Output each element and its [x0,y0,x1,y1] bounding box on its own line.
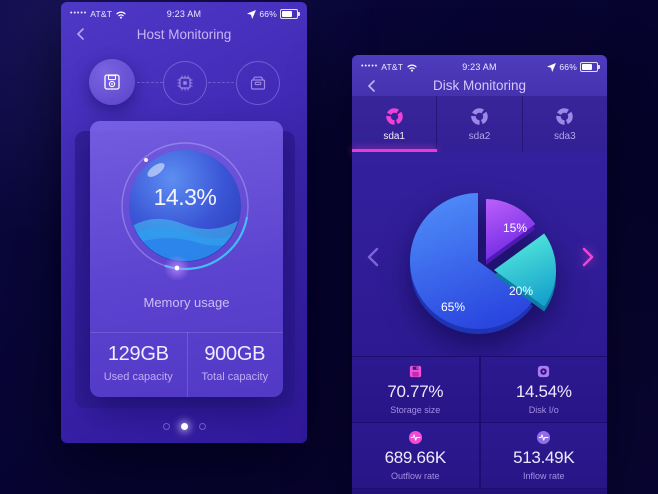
tab-label: sda2 [468,130,491,142]
tab-sda1[interactable]: sda1 [352,96,436,152]
inflow-rate-stat: 513.49K Inflow rate [480,423,607,488]
disk-monitoring-screen: ••••• AT&T 9:23 AM 66% [352,55,607,494]
archive-box-icon [250,76,266,90]
page-dot-3[interactable] [198,423,206,430]
used-capacity-value: 129GB [107,343,169,365]
page-dot-1[interactable] [162,423,170,430]
storage-size-stat: 70.77% Storage size [352,357,479,422]
page-indicator [61,423,307,430]
next-disk-button[interactable] [581,247,595,267]
step-connector [137,82,163,83]
inflow-pulse-icon [537,430,551,445]
cpu-icon [177,75,193,91]
disk-pie-chart: 15% 20% 65% [409,193,556,334]
disk-tabs: sda1 sda2 sda3 [352,96,607,152]
step-storage[interactable] [236,61,280,105]
wifi-icon [407,64,417,72]
previous-disk-button[interactable] [366,247,380,267]
section-divider [352,489,607,494]
disk-usage-chart-section: 15% 20% 65% [352,152,607,356]
signal-strength-icon: ••••• [361,62,379,70]
used-capacity-stat: 129GB Used capacity [90,343,187,383]
disk-drive-icon [538,365,550,378]
memory-usage-label: Memory usage [143,295,230,310]
wifi-icon [116,11,126,19]
carrier-label: AT&T [381,62,404,72]
battery-icon [280,9,300,19]
active-tab-underline [352,149,437,152]
memory-usage-value: 14.3% [153,184,217,210]
storage-size-value: 70.77% [387,382,444,401]
divider [90,332,283,333]
outflow-pulse-icon [408,430,422,445]
svg-text:20%: 20% [509,284,533,298]
total-capacity-stat: 900GB Total capacity [187,343,284,383]
disk-stats-grid: 70.77% Storage size 14.54% Disk I/o 689.… [352,356,607,494]
status-bar: ••••• AT&T 9:23 AM 66% [352,60,607,74]
header: ••••• AT&T 9:23 AM 66% [352,55,607,96]
inflow-rate-value: 513.49K [513,448,575,467]
step-connector [208,82,234,83]
outflow-rate-value: 689.66K [384,448,447,467]
tab-label: sda1 [383,130,405,142]
page-dot-2-active[interactable] [180,423,188,430]
total-capacity-value: 900GB [204,343,266,365]
inflow-rate-label: Inflow rate [522,471,565,481]
donut-chart-icon [471,107,488,125]
outflow-rate-label: Outflow rate [390,471,440,481]
monitor-step-nav [61,57,307,107]
host-monitoring-screen: ••••• AT&T 9:23 AM 66% Host [61,2,307,443]
signal-strength-icon: ••••• [70,9,88,17]
storage-size-label: Storage size [390,405,441,415]
floppy-disk-icon [409,365,421,378]
clock-label: 9:23 AM [166,9,202,19]
step-memory[interactable] [89,59,135,105]
liquid-gauge-graphic [120,141,250,281]
memory-usage-card: 14.3% Memory usage 129GB Used capacity 9… [90,121,283,397]
location-arrow-icon [547,62,557,72]
tab-sda3[interactable]: sda3 [521,96,607,152]
step-cpu[interactable] [163,61,207,105]
disk-io-stat: 14.54% Disk I/o [480,357,607,422]
clock-label: 9:23 AM [462,62,497,72]
page-title: Disk Monitoring [432,77,527,93]
status-bar: ••••• AT&T 9:23 AM 66% [61,7,307,21]
outflow-rate-stat: 689.66K Outflow rate [352,423,479,488]
memory-gauge: 14.3% [95,116,275,296]
tab-sda2[interactable]: sda2 [436,96,521,152]
donut-chart-icon [385,107,403,125]
disk-io-label: Disk I/o [528,405,559,415]
battery-icon [580,62,600,72]
svg-text:65%: 65% [441,300,465,314]
back-button[interactable] [74,27,88,41]
back-button[interactable] [365,79,379,93]
total-capacity-label: Total capacity [201,371,269,383]
battery-percent-label: 66% [559,62,577,72]
carrier-label: AT&T [90,9,113,19]
disk-io-value: 14.54% [515,382,572,401]
tab-label: sda3 [553,130,576,142]
used-capacity-label: Used capacity [103,371,173,383]
donut-chart-icon [556,107,574,125]
battery-percent-label: 66% [259,9,277,19]
location-arrow-icon [247,9,257,19]
floppy-disk-icon [104,74,120,90]
svg-text:15%: 15% [503,221,527,235]
page-title: Host Monitoring [136,26,232,42]
divider [186,332,188,397]
